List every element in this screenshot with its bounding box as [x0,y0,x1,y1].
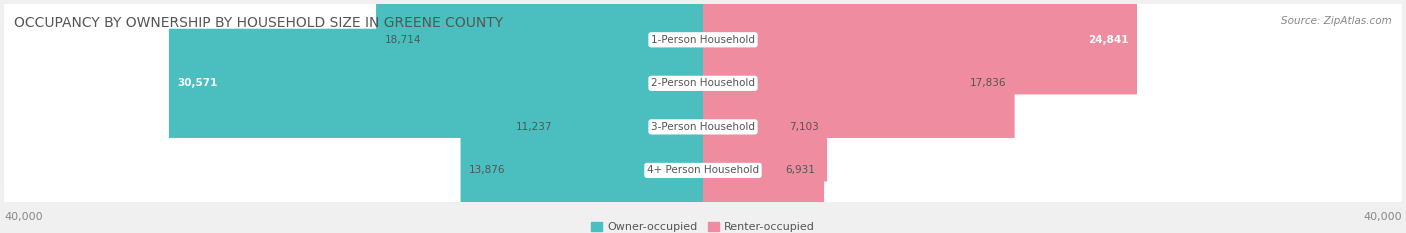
FancyBboxPatch shape [703,0,1137,94]
Legend: Owner-occupied, Renter-occupied: Owner-occupied, Renter-occupied [592,222,814,232]
FancyBboxPatch shape [461,116,703,225]
FancyBboxPatch shape [703,29,1015,138]
Text: 40,000: 40,000 [1364,212,1402,222]
FancyBboxPatch shape [703,116,824,225]
Text: 7,103: 7,103 [789,122,818,132]
FancyBboxPatch shape [4,114,1402,227]
Text: 11,237: 11,237 [516,122,553,132]
Text: 3-Person Household: 3-Person Household [651,122,755,132]
FancyBboxPatch shape [703,72,827,182]
Text: Source: ZipAtlas.com: Source: ZipAtlas.com [1281,16,1392,26]
Text: 13,876: 13,876 [470,165,506,175]
Text: 4+ Person Household: 4+ Person Household [647,165,759,175]
Text: 40,000: 40,000 [4,212,42,222]
Text: 2-Person Household: 2-Person Household [651,78,755,88]
Text: 18,714: 18,714 [385,35,422,45]
FancyBboxPatch shape [375,0,703,94]
Text: 24,841: 24,841 [1088,35,1128,45]
FancyBboxPatch shape [4,0,1402,96]
FancyBboxPatch shape [4,70,1402,183]
Text: 1-Person Household: 1-Person Household [651,35,755,45]
Text: 6,931: 6,931 [786,165,815,175]
FancyBboxPatch shape [506,72,703,182]
Text: 30,571: 30,571 [177,78,218,88]
FancyBboxPatch shape [169,29,703,138]
FancyBboxPatch shape [4,27,1402,140]
Text: OCCUPANCY BY OWNERSHIP BY HOUSEHOLD SIZE IN GREENE COUNTY: OCCUPANCY BY OWNERSHIP BY HOUSEHOLD SIZE… [14,16,503,30]
Text: 17,836: 17,836 [969,78,1005,88]
